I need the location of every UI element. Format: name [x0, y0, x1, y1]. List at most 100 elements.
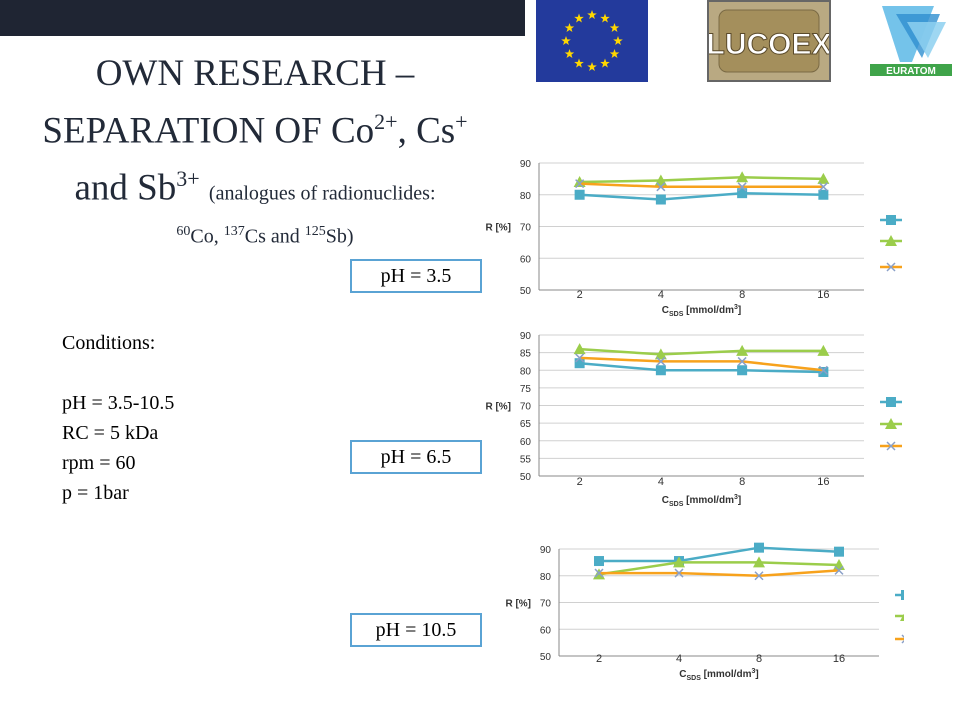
y-tick-label: 70: [520, 402, 532, 413]
ph-label-2: pH = 6.5: [350, 440, 482, 474]
eu-star-icon: [564, 49, 575, 58]
x-tick-label: 8: [739, 289, 745, 301]
x-tick-label: 2: [577, 476, 583, 488]
data-point-cs: [736, 171, 749, 183]
data-point-co: [655, 365, 666, 376]
data-point-sb: [575, 179, 585, 189]
page-title: OWN RESEARCH – SEPARATION OF Co2+, Cs+ a…: [10, 50, 500, 248]
y-tick-label: 90: [520, 331, 532, 342]
y-tick-label: 85: [520, 349, 532, 360]
data-point-co: [754, 542, 764, 553]
data-point-cs: [573, 343, 586, 355]
eu-star-icon: [561, 36, 571, 45]
eu-star-icon: [564, 23, 575, 32]
data-point-co: [818, 367, 829, 378]
eu-star-icon: [587, 62, 597, 71]
y-tick-label: 60: [520, 437, 532, 448]
series-line-co: [579, 191, 824, 201]
y-axis-label: R [%]: [505, 599, 531, 610]
data-point-co: [655, 194, 666, 205]
x-tick-label: 4: [676, 653, 682, 665]
x-axis-label: CSDS [mmol/dm3]: [679, 668, 758, 682]
data-point-sb: [575, 353, 585, 363]
data-point-co: [737, 188, 748, 199]
y-tick-label: 90: [540, 545, 552, 556]
title-line-1: OWN RESEARCH –: [95, 53, 415, 94]
legend-marker-cs: [885, 235, 897, 246]
x-tick-label: 16: [817, 289, 829, 301]
data-point-sb: [594, 568, 604, 578]
data-point-sb: [656, 356, 666, 366]
condition-pressure: p = 1bar: [62, 482, 129, 504]
y-axis-label: R [%]: [485, 223, 511, 234]
data-point-co: [594, 556, 604, 567]
data-point-sb: [834, 565, 844, 575]
data-point-co: [574, 358, 585, 369]
series-line-cs: [579, 176, 824, 184]
x-axis-label: CSDS [mmol/dm3]: [662, 304, 741, 318]
x-tick-label: 8: [756, 653, 762, 665]
data-point-sb: [818, 182, 828, 192]
condition-rc: RC = 5 kDa: [62, 422, 159, 444]
lucoex-logo-text: LUCOEX: [709, 28, 829, 61]
data-point-cs: [654, 348, 667, 360]
data-point-sb: [737, 356, 747, 366]
x-tick-label: 16: [817, 476, 829, 488]
series-line-sb: [579, 182, 824, 189]
y-tick-label: 50: [540, 652, 552, 663]
series-line-sb: [599, 569, 840, 578]
data-point-cs: [736, 344, 749, 356]
y-tick-label: 60: [540, 625, 552, 636]
data-point-sb: [737, 182, 747, 192]
y-tick-label: 70: [520, 223, 532, 234]
ph-label-3: pH = 10.5: [350, 613, 482, 647]
y-tick-label: 90: [520, 159, 532, 170]
x-tick-label: 16: [833, 653, 845, 665]
legend-marker-co: [886, 397, 896, 407]
euratom-logo-text: EURATOM: [886, 66, 936, 77]
y-tick-label: 80: [540, 572, 552, 583]
data-point-sb: [656, 182, 666, 192]
y-tick-label: 50: [520, 286, 532, 297]
series-line-co: [579, 361, 824, 374]
eu-star-icon: [613, 36, 623, 45]
legend-marker-sb: [901, 634, 904, 644]
data-point-co: [834, 546, 844, 557]
eu-star-icon: [600, 58, 610, 68]
conditions-heading: Conditions:: [62, 332, 156, 354]
data-point-cs: [673, 556, 685, 568]
eu-star-icon: [574, 13, 584, 23]
title-line-3: and Sb3+ (analogues of radionuclides:: [74, 166, 436, 209]
eu-star-icon: [600, 13, 610, 23]
y-tick-label: 55: [520, 454, 532, 465]
y-tick-label: 50: [520, 472, 532, 483]
y-tick-label: 75: [520, 384, 532, 395]
eu-star-icon: [587, 10, 597, 19]
x-tick-label: 4: [658, 476, 664, 488]
euratom-logo: EURATOM: [862, 0, 960, 82]
data-point-co: [737, 365, 748, 376]
data-point-cs: [817, 344, 830, 356]
series-line-sb: [579, 356, 824, 372]
data-point-sb: [754, 571, 764, 581]
x-tick-label: 2: [596, 653, 602, 665]
condition-rpm: rpm = 60: [62, 452, 136, 474]
y-tick-label: 80: [520, 366, 532, 377]
data-point-sb: [674, 568, 684, 578]
y-axis-label: R [%]: [485, 402, 511, 413]
legend-marker-sb: [886, 441, 896, 451]
legend-marker-co: [886, 215, 896, 225]
top-bar: [0, 0, 525, 36]
title-line-2: SEPARATION OF Co2+, Cs+: [42, 109, 468, 152]
title-isotopes: 60Co, 137Cs and 125Sb): [176, 223, 354, 248]
legend-marker-sb: [886, 262, 896, 272]
data-point-co: [818, 189, 829, 200]
eu-star-icon: [609, 23, 620, 32]
eu-star-icon: [609, 49, 620, 58]
y-tick-label: 65: [520, 419, 532, 430]
x-axis-label: CSDS [mmol/dm3]: [662, 494, 741, 508]
y-tick-label: 80: [520, 191, 532, 202]
series-line-co: [599, 546, 840, 563]
